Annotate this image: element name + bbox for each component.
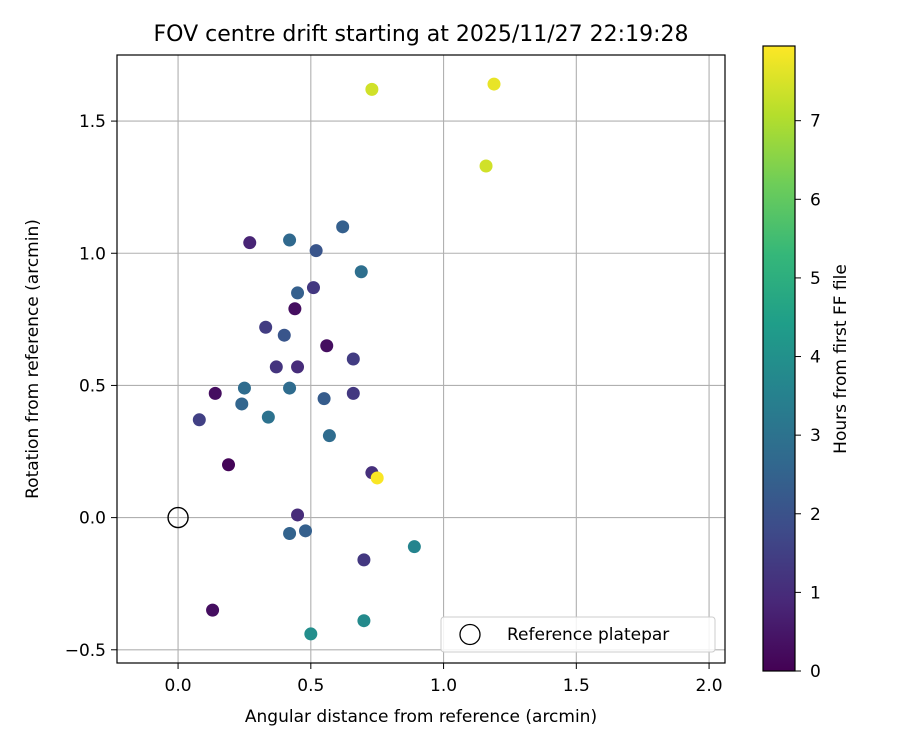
data-point: [283, 526, 297, 540]
x-tick-label: 2.0: [696, 676, 723, 696]
data-point: [306, 281, 320, 295]
data-point: [283, 233, 297, 247]
colorbar-tick-label: 1: [810, 583, 821, 603]
legend-marker: [459, 623, 481, 646]
plot-frame: [116, 54, 726, 664]
grid: [117, 55, 725, 663]
reference-platepar-marker: [167, 506, 189, 529]
data-point: [291, 360, 305, 374]
colorbar-tick-label: 4: [810, 348, 821, 368]
legend-box: [440, 616, 716, 653]
data-point: [261, 410, 275, 424]
data-point: [277, 328, 291, 342]
data-point: [304, 627, 318, 641]
x-tick-label: 1.0: [430, 676, 457, 696]
data-points: [192, 77, 501, 641]
data-point: [235, 397, 249, 411]
data-point: [320, 339, 334, 353]
data-point: [487, 77, 501, 91]
data-point: [354, 265, 368, 279]
data-point: [309, 244, 323, 258]
data-point: [407, 540, 421, 554]
legend-entry-label: Reference platepar: [507, 625, 669, 645]
x-tick-label: 1.5: [563, 676, 590, 696]
reference-layer: [167, 506, 189, 529]
y-tick-label: 1.5: [79, 112, 106, 132]
colorbar-tick-label: 6: [810, 190, 821, 210]
data-point: [208, 386, 222, 400]
colorbar-label: Hours from first FF file: [831, 264, 851, 454]
colorbar-tick-label: 2: [810, 505, 821, 525]
data-point: [192, 413, 206, 427]
y-tick-label: 1.0: [79, 244, 106, 264]
x-tick-label: 0.5: [297, 676, 324, 696]
data-point: [291, 286, 305, 300]
y-axis-label: Rotation from reference (arcmin): [23, 219, 43, 499]
data-point: [365, 82, 379, 96]
data-point: [206, 603, 220, 617]
data-point: [336, 220, 350, 234]
data-point: [357, 614, 371, 628]
data-point: [269, 360, 283, 374]
colorbar-tick-label: 0: [810, 662, 821, 682]
legend: Reference platepar: [440, 616, 716, 653]
x-axis-ticks: 0.0 0.5 1.0 1.5 2.0: [165, 663, 723, 696]
data-point: [346, 352, 360, 366]
data-point: [479, 159, 493, 173]
data-point: [259, 320, 273, 334]
data-point: [357, 553, 371, 567]
data-point: [322, 429, 336, 443]
y-tick-label: −0.5: [65, 641, 106, 661]
data-point: [222, 458, 236, 472]
data-point: [283, 381, 297, 395]
data-point: [317, 392, 331, 406]
chart-title: FOV centre drift starting at 2025/11/27 …: [154, 22, 689, 47]
data-point: [243, 236, 257, 250]
x-axis-label: Angular distance from reference (arcmin): [245, 707, 597, 727]
data-point: [346, 386, 360, 400]
data-point: [370, 471, 384, 485]
data-point: [291, 508, 305, 522]
colorbar-ticks: 0 1 2 3 4 5 6 7: [795, 112, 821, 682]
colorbar-tick-label: 7: [810, 112, 821, 132]
data-point: [237, 381, 251, 395]
y-tick-label: 0.0: [79, 509, 106, 529]
data-point: [288, 302, 302, 316]
y-tick-label: 0.5: [79, 376, 106, 396]
y-axis-ticks: −0.5 0.0 0.5 1.0 1.5: [65, 112, 117, 661]
x-tick-label: 0.0: [165, 676, 192, 696]
data-point: [299, 524, 313, 538]
colorbar-tick-label: 3: [810, 426, 821, 446]
colorbar-tick-label: 5: [810, 269, 821, 289]
colorbar: [762, 45, 796, 672]
